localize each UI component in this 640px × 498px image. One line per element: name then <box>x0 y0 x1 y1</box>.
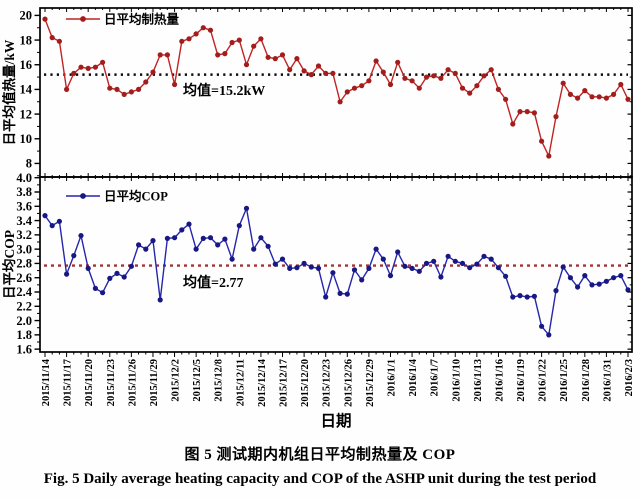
cop-ytick-label: 1.8 <box>16 328 32 342</box>
cop-ytick-label: 1.6 <box>16 342 32 356</box>
x-tick-label: 2015/12/14 <box>257 358 268 407</box>
x-axis-title: 日期 <box>320 411 351 430</box>
caption-zh: 图 5 测试期内机组日平均制热量及 COP <box>184 447 456 463</box>
x-tick-label: 2015/11/26 <box>127 359 138 406</box>
heating-y-axis-title: 日平均值热量/kW <box>1 39 17 145</box>
x-tick-label: 2015/12/29 <box>365 359 376 407</box>
cop-panel: 均值=2.77 1.61.82.02.22.42.62.83.03.23.43.6… <box>1 171 633 357</box>
cop-legend: 日平均COP <box>66 189 168 204</box>
x-tick-label: 2015/12/8 <box>214 359 225 402</box>
x-tick-label: 2015/12/23 <box>322 359 333 407</box>
cop-mean-label: 均值=2.77 <box>183 274 243 291</box>
heating-ytick-label: 10 <box>20 132 33 146</box>
heating-mean-label: 均值=15.2kW <box>183 82 265 99</box>
x-tick-label: 2016/1/1 <box>386 359 397 396</box>
cop-ytick-label: 2.6 <box>16 271 32 285</box>
x-tick-label: 2016/1/19 <box>516 359 527 402</box>
x-tick-label: 2015/12/2 <box>171 359 182 402</box>
x-tick-label: 2015/11/14 <box>41 358 52 406</box>
x-tick-label: 2015/12/17 <box>279 359 290 407</box>
x-tick-label: 2015/11/20 <box>84 359 95 406</box>
x-tick-label: 2016/1/16 <box>494 359 505 402</box>
x-axis-tick-labels: 2015/11/14 2015/11/17 2015/11/20 2015/11/23… <box>41 358 635 407</box>
x-tick-label: 2015/12/11 <box>235 359 246 406</box>
x-tick-label: 2016/2/3 <box>624 359 635 396</box>
cop-frame <box>39 176 633 353</box>
x-tick-label: 2016/1/10 <box>451 359 462 402</box>
cop-ytick-label: 3.8 <box>16 185 32 199</box>
heating-ytick-label: 14 <box>20 83 33 97</box>
heating-ytick-label: 8 <box>26 157 32 171</box>
cop-ytick-label: 3.4 <box>16 214 32 228</box>
caption-en: Fig. 5 Daily average heating capacity an… <box>43 470 597 487</box>
cop-ytick-label: 2.0 <box>16 314 32 328</box>
x-tick-label: 2015/12/20 <box>300 359 311 407</box>
x-tick-label: 2015/12/26 <box>343 359 354 407</box>
heating-ytick-label: 16 <box>20 58 33 72</box>
cop-ytick-label: 2.4 <box>16 285 32 299</box>
x-tick-label: 2015/11/29 <box>149 359 160 406</box>
heating-legend: 日平均制热量 <box>66 12 180 27</box>
x-tick-label: 2016/1/4 <box>408 358 419 396</box>
cop-y-axis-title: 日平均COP <box>1 230 17 299</box>
cop-ytick-label: 3.0 <box>16 242 32 256</box>
x-tick-label: 2016/1/25 <box>559 359 570 402</box>
cop-ytick-label: 2.8 <box>16 257 32 271</box>
cop-ytick-label: 2.2 <box>16 299 32 313</box>
x-tick-label: 2016/1/31 <box>602 359 613 402</box>
heating-ytick-label: 20 <box>20 9 33 23</box>
cop-legend-label: 日平均COP <box>104 189 168 204</box>
x-tick-label: 2016/1/13 <box>473 359 484 402</box>
cop-ytick-label: 3.6 <box>16 199 32 213</box>
heating-series-markers <box>42 16 631 159</box>
x-tick-label: 2015/11/17 <box>63 359 74 406</box>
cop-series-markers <box>42 205 631 338</box>
cop-ytick-label: 4.0 <box>16 171 32 185</box>
heating-ytick-label: 18 <box>20 33 33 47</box>
x-tick-label: 2015/11/23 <box>106 359 117 406</box>
heating-ytick-label: 12 <box>20 107 33 121</box>
x-tick-label: 2016/1/7 <box>430 359 441 396</box>
heating-legend-label: 日平均制热量 <box>104 12 180 27</box>
x-tick-label: 2016/1/22 <box>538 359 549 402</box>
cop-ytick-label: 3.2 <box>16 228 32 242</box>
x-tick-label: 2016/1/28 <box>581 359 592 402</box>
heating-series-line <box>44 18 629 159</box>
x-tick-label: 2015/12/5 <box>192 359 203 402</box>
cop-series-line <box>44 205 629 337</box>
